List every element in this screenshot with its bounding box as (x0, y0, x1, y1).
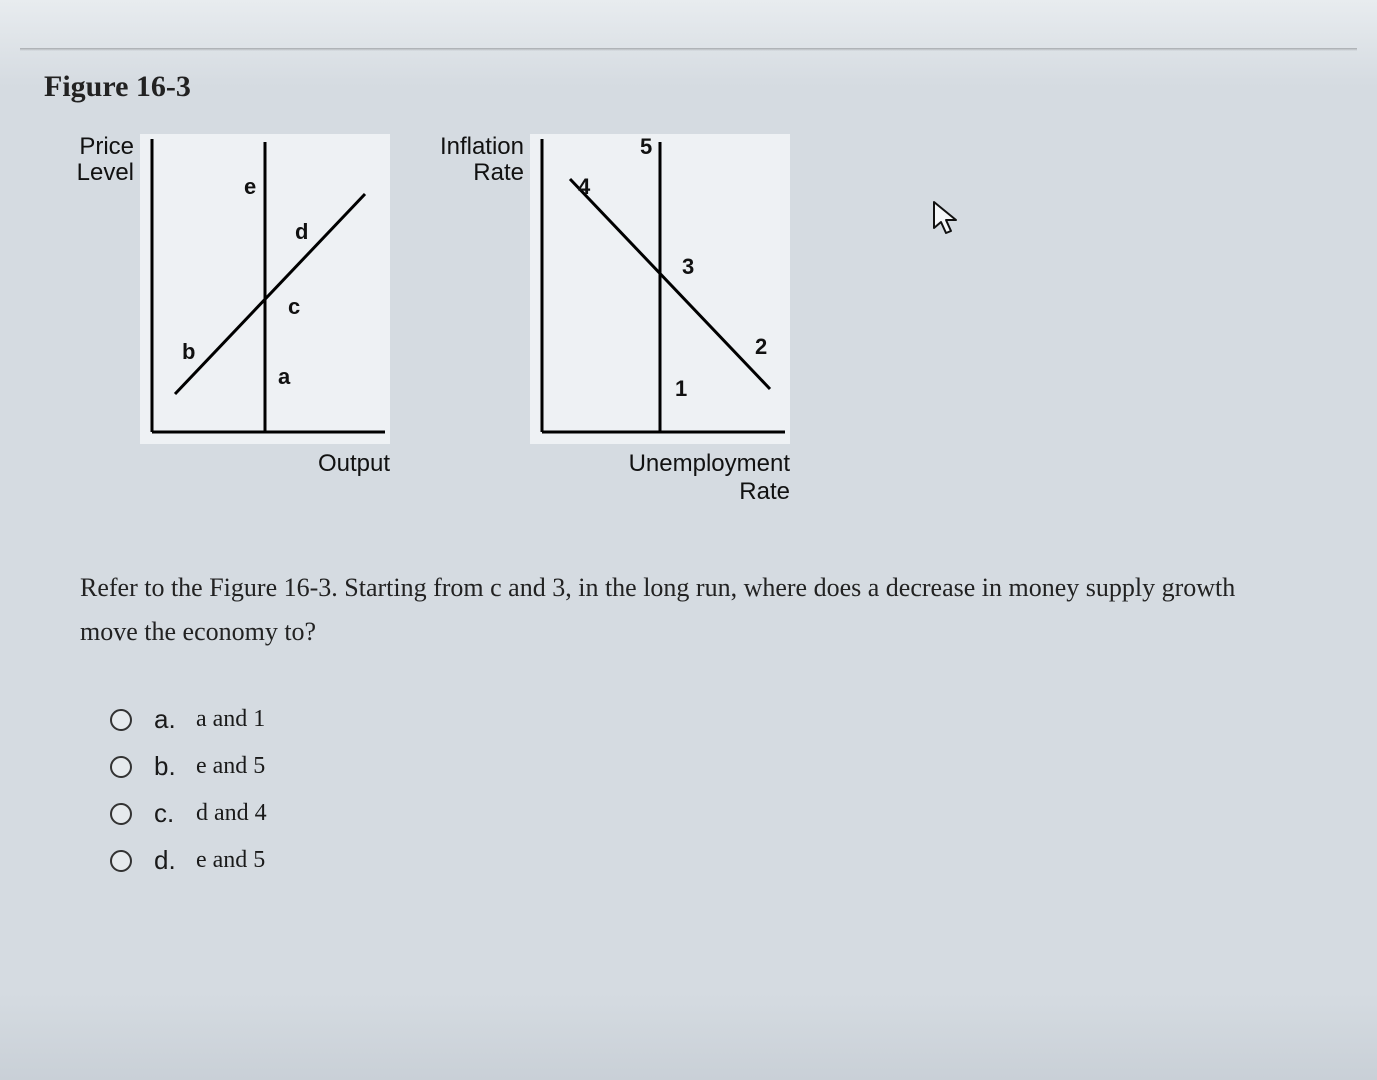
answer-option[interactable]: a.a and 1 (110, 704, 1337, 735)
svg-text:d: d (295, 219, 308, 244)
radio-icon[interactable] (110, 850, 132, 872)
option-text: d and 4 (196, 800, 267, 827)
figure-title: Figure 16-3 (44, 70, 1337, 104)
option-text: e and 5 (196, 753, 265, 780)
option-letter: d. (154, 845, 196, 876)
right-x-label: UnemploymentRate (420, 450, 790, 506)
left-x-label: Output (50, 450, 390, 478)
svg-text:3: 3 (682, 254, 694, 279)
answer-option[interactable]: c.d and 4 (110, 798, 1337, 829)
cursor-icon (930, 200, 964, 240)
radio-icon[interactable] (110, 709, 132, 731)
svg-text:4: 4 (578, 174, 591, 199)
question-page: Figure 16-3 PriceLevel a b c d e Output Infl… (0, 0, 1377, 1080)
options-list: a.a and 1b.e and 5c.d and 4d.e and 5 (110, 704, 1337, 876)
svg-text:c: c (288, 294, 300, 319)
left-chart: a b c d e (140, 134, 390, 444)
svg-text:b: b (182, 339, 195, 364)
option-letter: c. (154, 798, 196, 829)
option-letter: b. (154, 751, 196, 782)
right-chart-wrap: InflationRate 1 2 3 4 5 UnemploymentRate (420, 134, 790, 506)
option-text: e and 5 (196, 847, 265, 874)
svg-text:1: 1 (675, 376, 687, 401)
option-letter: a. (154, 704, 196, 735)
right-chart: 1 2 3 4 5 (530, 134, 790, 444)
left-chart-wrap: PriceLevel a b c d e Output (50, 134, 390, 478)
radio-icon[interactable] (110, 803, 132, 825)
option-text: a and 1 (196, 706, 265, 733)
right-y-label: InflationRate (420, 134, 530, 187)
left-y-label: PriceLevel (50, 134, 140, 187)
answer-option[interactable]: b.e and 5 (110, 751, 1337, 782)
answer-option[interactable]: d.e and 5 (110, 845, 1337, 876)
svg-text:a: a (278, 364, 291, 389)
svg-text:2: 2 (755, 334, 767, 359)
radio-icon[interactable] (110, 756, 132, 778)
svg-text:5: 5 (640, 134, 652, 159)
question-text: Refer to the Figure 16-3. Starting from … (80, 566, 1297, 654)
svg-text:e: e (244, 174, 256, 199)
charts-row: PriceLevel a b c d e Output InflationRate 1 2… (50, 134, 1337, 506)
